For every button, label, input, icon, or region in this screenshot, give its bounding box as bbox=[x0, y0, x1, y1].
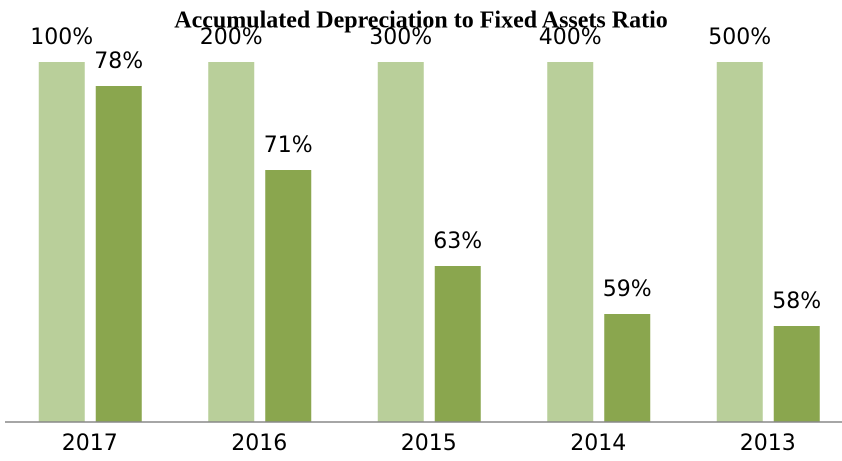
bar bbox=[95, 86, 142, 422]
data-label: 63% bbox=[433, 229, 482, 254]
data-label: 78% bbox=[94, 49, 143, 74]
bar bbox=[208, 62, 255, 422]
x-tick-label: 2014 bbox=[570, 431, 626, 456]
data-label: 58% bbox=[772, 289, 821, 314]
bar bbox=[38, 62, 85, 422]
bar bbox=[434, 266, 481, 422]
data-label: 71% bbox=[264, 133, 313, 158]
bar bbox=[547, 62, 594, 422]
chart-title: Accumulated Depreciation to Fixed Assets… bbox=[174, 8, 668, 34]
annotation: 300% bbox=[369, 25, 432, 50]
bar bbox=[716, 62, 763, 422]
annotation: 100% bbox=[30, 25, 93, 50]
x-tick-label: 2015 bbox=[401, 431, 457, 456]
plot-area bbox=[38, 62, 820, 422]
data-label: 59% bbox=[603, 277, 652, 302]
bar bbox=[265, 170, 312, 422]
annotation: 500% bbox=[708, 25, 771, 50]
bar bbox=[773, 326, 820, 422]
annotation: 200% bbox=[200, 25, 263, 50]
annotation: 400% bbox=[539, 25, 602, 50]
bar bbox=[377, 62, 424, 422]
x-tick-label: 2013 bbox=[740, 431, 796, 456]
bar bbox=[604, 314, 651, 422]
x-tick-label: 2017 bbox=[62, 431, 118, 456]
x-tick-label: 2016 bbox=[231, 431, 287, 456]
